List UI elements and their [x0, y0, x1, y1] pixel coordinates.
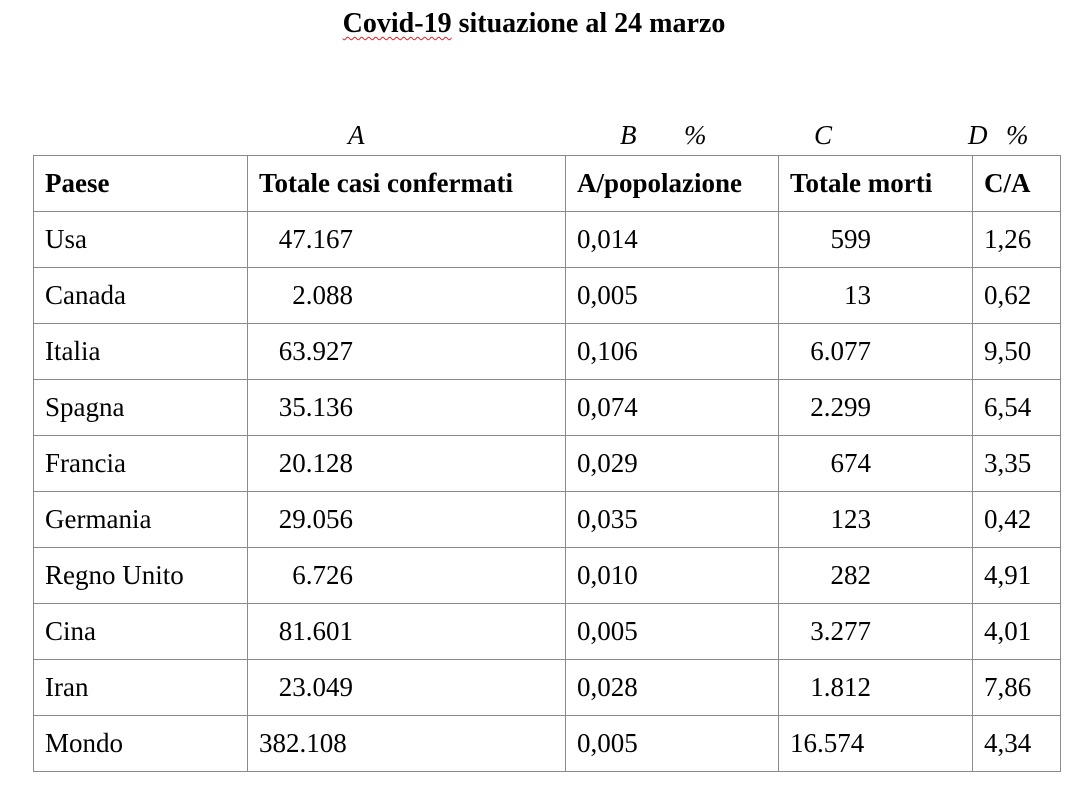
- cell-morti: 2.299: [778, 379, 973, 436]
- cell-popolazione: 0,035: [565, 491, 779, 548]
- cell-casi: 23.049: [247, 659, 566, 716]
- cell-popolazione: 0,005: [565, 267, 779, 324]
- table-row: Regno Unito 6.726 0,010 282 4,91: [33, 547, 1061, 604]
- cell-morti: 3.277: [778, 603, 973, 660]
- cell-morti: 599: [778, 211, 973, 268]
- cell-paese: Canada: [33, 267, 248, 324]
- cell-popolazione: 0,106: [565, 323, 779, 380]
- cell-ca: 3,35: [972, 435, 1061, 492]
- table-row: Usa 47.167 0,014 599 1,26: [33, 211, 1061, 268]
- cell-paese: Italia: [33, 323, 248, 380]
- cell-morti: 16.574: [778, 715, 973, 772]
- table-row: Iran 23.049 0,028 1.812 7,86: [33, 659, 1061, 716]
- header-c-a: C/A: [972, 155, 1061, 212]
- cell-paese: Francia: [33, 435, 248, 492]
- cell-paese: Cina: [33, 603, 248, 660]
- cell-ca: 7,86: [972, 659, 1061, 716]
- cell-paese: Mondo: [33, 715, 248, 772]
- table-row: Francia 20.128 0,029 674 3,35: [33, 435, 1061, 492]
- cell-paese: Spagna: [33, 379, 248, 436]
- document-title: Covid-19 situazione al 24 marzo: [0, 4, 1068, 44]
- cell-morti: 1.812: [778, 659, 973, 716]
- cell-morti: 674: [778, 435, 973, 492]
- table-row: Spagna 35.136 0,074 2.299 6,54: [33, 379, 1061, 436]
- cell-morti: 13: [778, 267, 973, 324]
- column-letter-d: D: [968, 120, 988, 150]
- table-header-row: Paese Totale casi confermati A/popolazio…: [33, 155, 1061, 212]
- header-totale-casi: Totale casi confermati: [247, 155, 566, 212]
- cell-casi: 81.601: [247, 603, 566, 660]
- cell-paese: Germania: [33, 491, 248, 548]
- cell-casi: 2.088: [247, 267, 566, 324]
- header-paese: Paese: [33, 155, 248, 212]
- cell-ca: 0,42: [972, 491, 1061, 548]
- table-row: Cina 81.601 0,005 3.277 4,01: [33, 603, 1061, 660]
- column-letter-b: B: [620, 120, 637, 150]
- table-row: Canada 2.088 0,005 13 0,62: [33, 267, 1061, 324]
- cell-morti: 123: [778, 491, 973, 548]
- cell-paese: Regno Unito: [33, 547, 248, 604]
- covid-data-table: Paese Totale casi confermati A/popolazio…: [33, 155, 1061, 772]
- title-prefix: Covid-19: [342, 8, 452, 39]
- column-letter-b-percent: %: [684, 120, 707, 150]
- cell-popolazione: 0,028: [565, 659, 779, 716]
- cell-popolazione: 0,005: [565, 715, 779, 772]
- table-row: Germania 29.056 0,035 123 0,42: [33, 491, 1061, 548]
- cell-morti: 6.077: [778, 323, 973, 380]
- cell-ca: 4,01: [972, 603, 1061, 660]
- cell-popolazione: 0,074: [565, 379, 779, 436]
- cell-ca: 4,34: [972, 715, 1061, 772]
- header-totale-morti: Totale morti: [778, 155, 973, 212]
- cell-ca: 6,54: [972, 379, 1061, 436]
- cell-casi: 382.108: [247, 715, 566, 772]
- column-letter-c: C: [814, 120, 833, 150]
- cell-paese: Iran: [33, 659, 248, 716]
- cell-casi: 35.136: [247, 379, 566, 436]
- cell-ca: 9,50: [972, 323, 1061, 380]
- cell-casi: 63.927: [247, 323, 566, 380]
- header-a-popolazione: A/popolazione: [565, 155, 779, 212]
- cell-morti: 282: [778, 547, 973, 604]
- cell-popolazione: 0,029: [565, 435, 779, 492]
- cell-casi: 6.726: [247, 547, 566, 604]
- cell-casi: 20.128: [247, 435, 566, 492]
- table-row: Mondo 382.108 0,005 16.574 4,34: [33, 715, 1061, 772]
- title-rest: situazione al 24 marzo: [451, 8, 726, 39]
- cell-casi: 29.056: [247, 491, 566, 548]
- cell-popolazione: 0,014: [565, 211, 779, 268]
- cell-paese: Usa: [33, 211, 248, 268]
- cell-popolazione: 0,010: [565, 547, 779, 604]
- cell-casi: 47.167: [247, 211, 566, 268]
- column-letter-a: A: [348, 120, 365, 150]
- cell-ca: 4,91: [972, 547, 1061, 604]
- cell-ca: 0,62: [972, 267, 1061, 324]
- cell-ca: 1,26: [972, 211, 1061, 268]
- cell-popolazione: 0,005: [565, 603, 779, 660]
- column-letter-d-percent: %: [1006, 120, 1029, 150]
- table-row: Italia 63.927 0,106 6.077 9,50: [33, 323, 1061, 380]
